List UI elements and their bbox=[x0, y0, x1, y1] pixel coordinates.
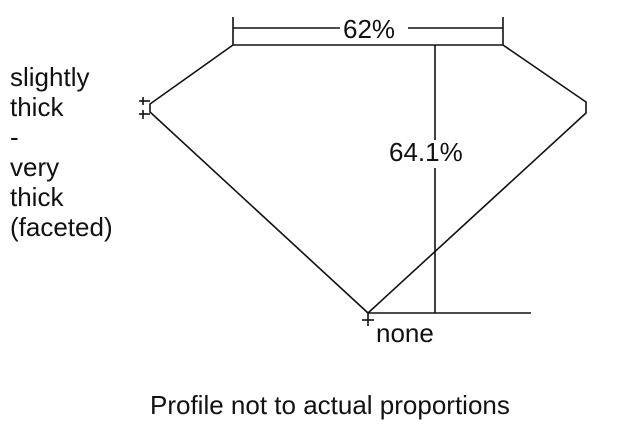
girdle-label: slightly thick - very thick (faceted) bbox=[10, 62, 113, 242]
crown-left bbox=[149, 44, 369, 314]
girdle-label-line: slightly bbox=[10, 62, 90, 92]
girdle-label-line: (faceted) bbox=[10, 212, 113, 242]
girdle-label-line: thick bbox=[10, 92, 64, 122]
girdle-label-line: very bbox=[10, 152, 60, 182]
depth-percent-label: 64.1% bbox=[389, 137, 463, 167]
culet-label: none bbox=[376, 318, 434, 348]
crown-right bbox=[367, 44, 587, 314]
caption: Profile not to actual proportions bbox=[150, 390, 510, 420]
table-percent-label: 62% bbox=[343, 14, 396, 44]
girdle-label-line: - bbox=[10, 122, 19, 152]
girdle-label-line: thick bbox=[10, 182, 64, 212]
